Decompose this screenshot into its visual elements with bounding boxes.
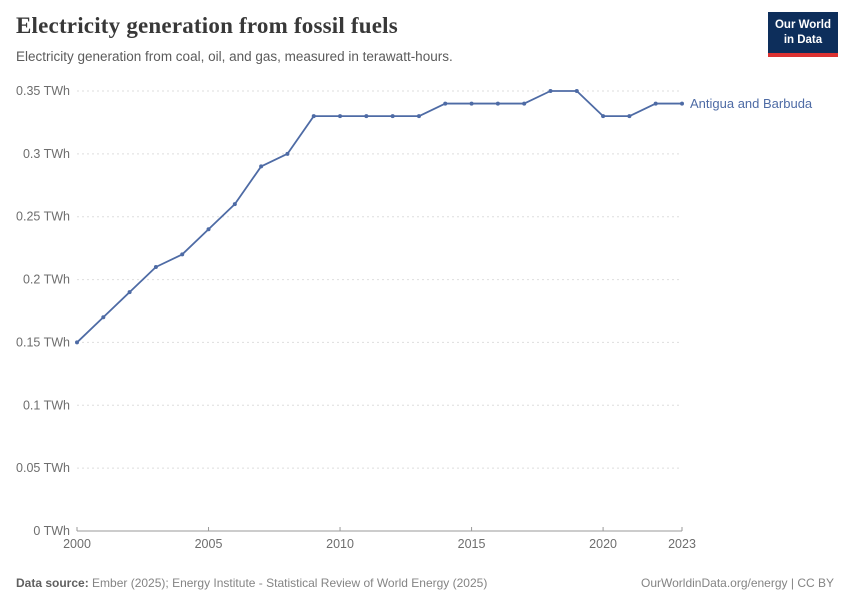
series-label: Antigua and Barbuda — [690, 96, 813, 111]
logo-line-1: Our World — [774, 19, 831, 31]
data-point[interactable] — [127, 290, 132, 295]
data-point[interactable] — [232, 202, 237, 207]
x-tick-label: 2000 — [63, 537, 91, 551]
y-tick-label: 0.25 TWh — [16, 210, 70, 224]
data-point[interactable] — [338, 114, 343, 119]
y-tick-label: 0.35 TWh — [16, 84, 70, 98]
data-source-text: Ember (2025); Energy Institute - Statist… — [88, 576, 488, 590]
data-point[interactable] — [680, 101, 684, 106]
data-point[interactable] — [180, 252, 185, 257]
data-source: Data source: Ember (2025); Energy Instit… — [16, 576, 487, 590]
y-tick-label: 0.05 TWh — [16, 461, 70, 475]
y-tick-label: 0.2 TWh — [23, 273, 70, 287]
data-point[interactable] — [574, 89, 579, 93]
data-point[interactable] — [153, 265, 158, 269]
owid-logo: Our World in Data — [767, 12, 838, 57]
data-point[interactable] — [416, 114, 421, 119]
chart-header: Electricity generation from fossil fuels… — [16, 12, 838, 64]
data-point[interactable] — [601, 114, 606, 119]
data-point[interactable] — [522, 101, 527, 106]
data-point[interactable] — [364, 114, 369, 119]
data-point[interactable] — [469, 101, 474, 106]
y-tick-label: 0.15 TWh — [16, 335, 70, 349]
data-point[interactable] — [101, 315, 106, 320]
y-tick-label: 0.3 TWh — [23, 147, 70, 161]
data-point[interactable] — [285, 151, 290, 156]
header-titles: Electricity generation from fossil fuels… — [16, 12, 453, 64]
data-source-label: Data source: — [16, 576, 89, 590]
data-point[interactable] — [390, 114, 395, 119]
x-tick-label: 2020 — [589, 537, 617, 551]
y-tick-label: 0.1 TWh — [23, 398, 70, 412]
data-point[interactable] — [206, 227, 211, 232]
logo-line-2: in Data — [783, 33, 823, 46]
data-point[interactable] — [259, 164, 264, 169]
data-point[interactable] — [75, 340, 79, 345]
credit-link[interactable]: OurWorldinData.org/energy | CC BY — [641, 576, 834, 590]
y-tick-label: 0 TWh — [33, 524, 70, 538]
data-point[interactable] — [311, 114, 316, 119]
chart-subtitle: Electricity generation from coal, oil, a… — [16, 48, 453, 64]
chart-footer: Data source: Ember (2025); Energy Instit… — [16, 576, 834, 590]
data-point[interactable] — [627, 114, 632, 119]
x-tick-label: 2010 — [326, 537, 354, 551]
x-tick-label: 2023 — [668, 537, 696, 551]
x-tick-label: 2015 — [458, 537, 486, 551]
x-tick-label: 2005 — [195, 537, 223, 551]
page-title: Electricity generation from fossil fuels — [16, 13, 398, 38]
data-point[interactable] — [443, 101, 448, 106]
data-point[interactable] — [548, 89, 553, 93]
series-line[interactable] — [76, 90, 682, 344]
data-point[interactable] — [653, 101, 658, 106]
data-point[interactable] — [495, 101, 500, 106]
